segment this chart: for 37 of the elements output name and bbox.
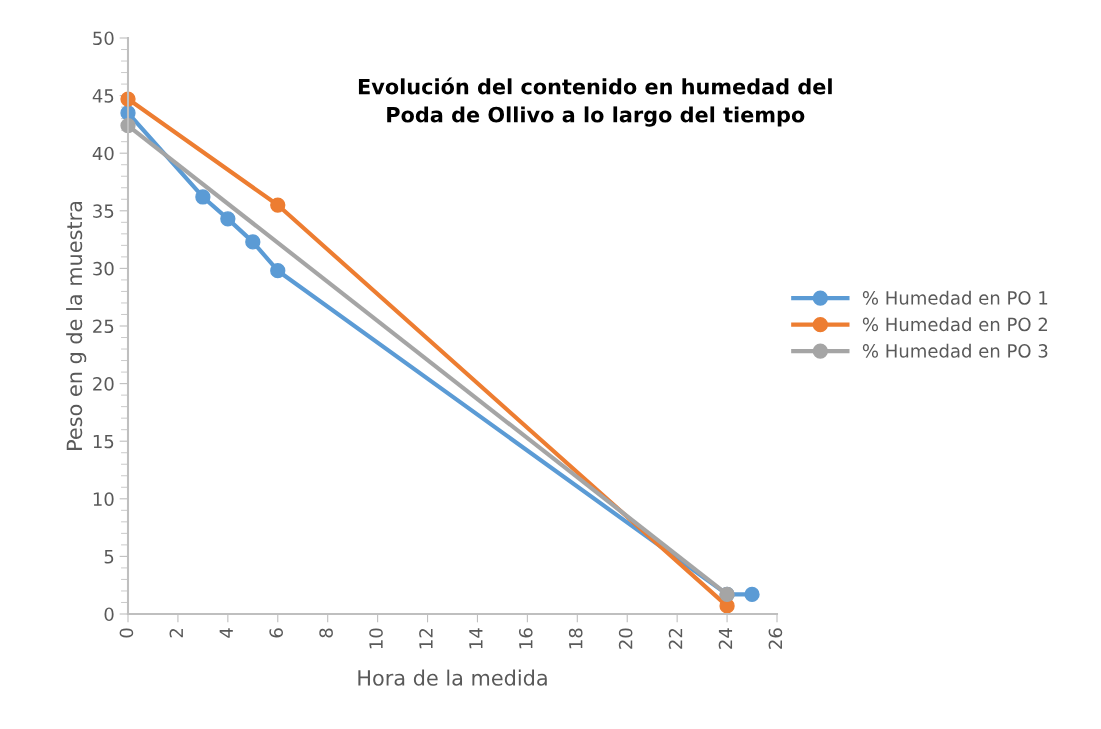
y-tick-label: 0 [104, 607, 114, 622]
text: Evolución del contenido en humedad del Poda de Ollivo a lo largo del tiempo [358, 77, 832, 127]
y-tick-label: 35 [93, 204, 114, 218]
x-tick-label: 20 [618, 628, 633, 649]
x-tick-label: 10 [369, 628, 383, 649]
y-tick-label: 30 [93, 261, 114, 276]
y-tick-label: 50 [93, 31, 114, 46]
y-tick-label: 10 [93, 492, 114, 506]
x-tick-label: 4 [219, 628, 233, 638]
x-tick-label: 26 [768, 628, 783, 649]
point [195, 189, 211, 205]
x-tick-label: 8 [319, 628, 333, 638]
x-tick-label: 18 [568, 628, 583, 649]
y-tick-label: 40 [92, 146, 114, 161]
point [270, 197, 286, 213]
x-tick-label: 16 [518, 628, 533, 649]
point [220, 211, 236, 227]
y-tick-label: 5 [104, 550, 114, 564]
legend-label: % Humedad en PO 2 [862, 317, 1048, 332]
x-tick-label: 22 [668, 629, 683, 649]
x-axis-title: Hora de la medida [358, 669, 547, 686]
y-tick-label: 25 [93, 319, 114, 334]
point [744, 586, 760, 603]
legend-label: % Humedad en PO 1 [862, 290, 1048, 305]
legend-label: % Humedad en PO 3 [862, 343, 1048, 358]
y-tick-label: 15 [93, 434, 114, 449]
y-axis-title: Peso en g de la muestra [66, 201, 87, 450]
y-tick-label: 45 [92, 89, 114, 103]
x-tick-label: 6 [269, 628, 284, 638]
y-tick-label: 20 [93, 377, 114, 391]
x-tick-label: 0 [119, 628, 134, 638]
x-tick-label: 24 [718, 628, 733, 649]
point [270, 263, 286, 279]
x-tick-label: 14 [469, 628, 483, 649]
x-tick-label: 2 [169, 629, 183, 638]
point [245, 234, 261, 250]
x-tick-label: 12 [419, 629, 433, 649]
